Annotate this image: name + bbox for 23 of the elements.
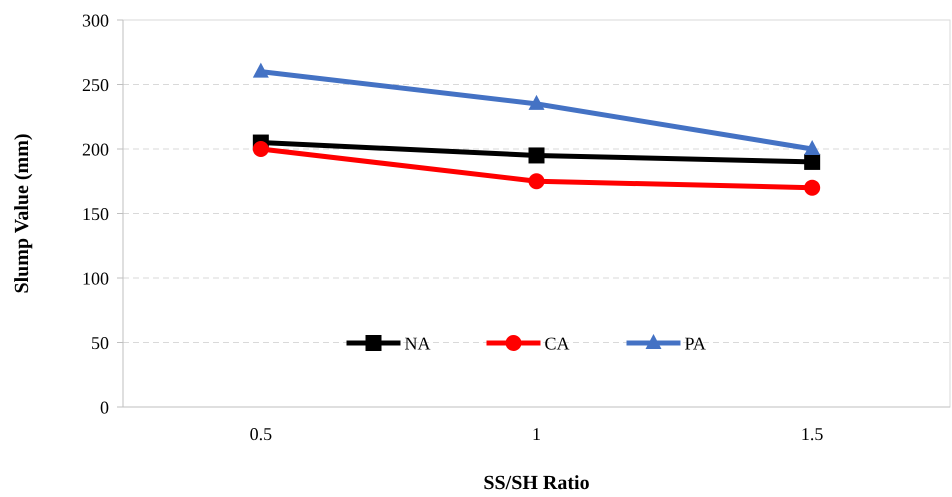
y-tick-label: 250 <box>82 74 109 95</box>
y-tick-label: 150 <box>82 204 109 224</box>
y-tick-label: 300 <box>82 10 109 30</box>
legend-label: CA <box>544 333 570 354</box>
point <box>528 173 544 190</box>
y-tick-label: 0 <box>100 397 109 418</box>
x-tick-label: 0.5 <box>250 424 272 444</box>
point <box>252 141 269 157</box>
y-tick-label: 100 <box>82 268 109 288</box>
point <box>804 180 820 196</box>
point <box>804 154 820 170</box>
x-tick-label: 1 <box>532 424 541 444</box>
point <box>252 62 269 78</box>
y-tick-label: 50 <box>91 332 109 353</box>
legend-label: PA <box>684 333 706 354</box>
point <box>528 147 544 164</box>
point <box>804 140 820 155</box>
x-tick-label: 1.5 <box>800 424 824 444</box>
y-axis-title: Slump Value (mm) <box>11 133 33 294</box>
x-axis-title: SS/SH Ratio <box>483 472 590 494</box>
point <box>528 94 544 110</box>
y-tick-label: 200 <box>82 139 109 160</box>
legend-label: NA <box>404 333 430 354</box>
